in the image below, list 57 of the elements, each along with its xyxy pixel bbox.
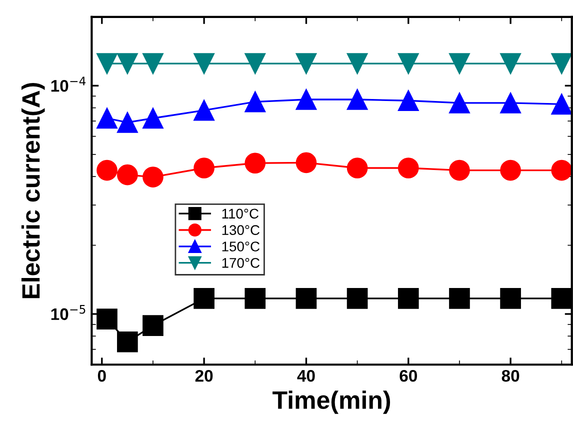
point — [117, 112, 138, 133]
x-axis-title: Time(min) — [272, 390, 390, 414]
point — [96, 160, 118, 181]
point — [346, 53, 368, 74]
x-tick-label: 60 — [400, 370, 417, 382]
point — [96, 108, 118, 129]
y-tick-label: 10$^{−5}$ — [51, 305, 86, 320]
point — [142, 315, 164, 336]
point — [96, 53, 118, 74]
point — [194, 288, 214, 309]
point — [398, 158, 419, 178]
point — [194, 100, 214, 121]
point — [194, 158, 214, 178]
y-tick-label: 10$^{−4}$ — [51, 76, 86, 92]
point — [500, 288, 521, 309]
point — [244, 288, 266, 309]
point — [500, 160, 521, 181]
point — [244, 91, 266, 112]
legend-label: 170°C — [222, 258, 260, 268]
point — [96, 308, 118, 330]
point — [551, 94, 572, 115]
y-axis-title: Electric current(A) — [21, 82, 45, 298]
x-tick-label: 40 — [297, 370, 315, 382]
legend-label: 110°C — [222, 208, 258, 219]
point — [142, 166, 164, 188]
x-tick-label: 0 — [98, 370, 106, 382]
x-tick-label: 20 — [195, 370, 213, 382]
point — [244, 152, 266, 174]
point — [117, 164, 138, 186]
point — [449, 288, 470, 309]
point — [142, 108, 164, 129]
point — [346, 288, 368, 309]
point — [296, 152, 317, 174]
point — [449, 160, 470, 181]
point — [296, 53, 317, 74]
point — [398, 288, 419, 309]
point — [296, 288, 317, 309]
point — [449, 92, 470, 114]
point — [296, 89, 317, 110]
point — [500, 53, 521, 74]
point — [244, 53, 266, 74]
point — [449, 53, 470, 74]
point — [551, 160, 572, 181]
x-tick-label: 80 — [502, 370, 520, 382]
point — [500, 92, 521, 114]
point — [346, 158, 368, 178]
legend-label: 150°C — [222, 242, 260, 252]
point — [398, 90, 419, 112]
point — [398, 53, 419, 74]
point — [194, 53, 214, 74]
point — [551, 53, 572, 74]
point — [346, 89, 368, 110]
point — [117, 331, 138, 352]
point — [551, 288, 572, 309]
point — [142, 53, 164, 74]
legend-label: 130°C — [222, 225, 260, 235]
point — [117, 53, 138, 74]
